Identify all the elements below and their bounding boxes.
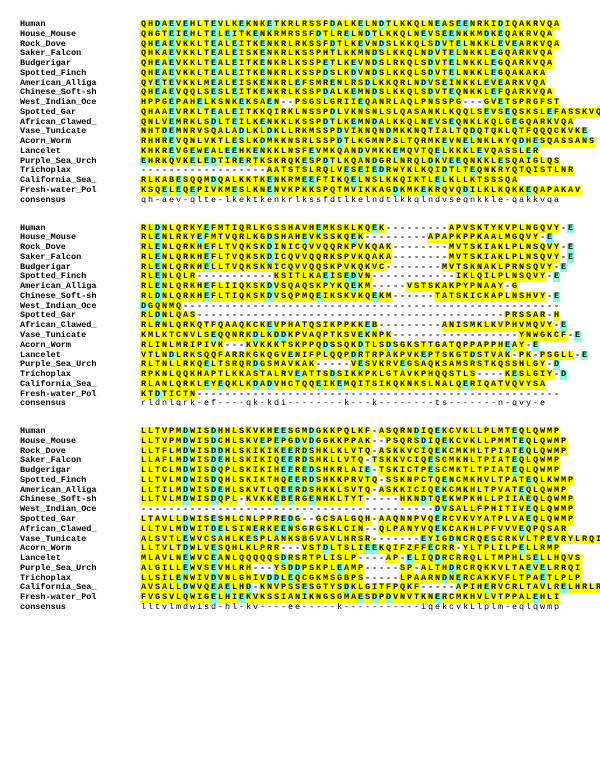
sequence-row: House_MouseQHGTEIEHLTELEITKENKRMRSSFDTLR… — [20, 30, 580, 40]
sequence-row: West_Indian_OceHPPGEPAHELKSNKEKSAEN--PSG… — [20, 98, 580, 108]
sequence-row: Vase_TunicateKMLKTCNVLSEQQNRKDLKDDKPVAQP… — [20, 331, 580, 341]
sequence: RLTNLLRKQELTSRQRDGSMAVKAK-----VESVKRVEGS… — [140, 360, 560, 370]
sequence-row: Fresh-water_PolKTDTICTN-----------------… — [20, 390, 580, 400]
sequence-row: Acorn_WormRHHREVQNLVKTLESLKDMKKNSRLSSPDT… — [20, 137, 580, 147]
sequence-row: Acorn_WormRLINLMRIPIVK---KVKKKTSKPPQDSSQ… — [20, 341, 580, 351]
sequence: qh-aev-qlte-lkektkenkrlkssfdtlkelndtlkkq… — [140, 196, 560, 206]
sequence: rldnlqrk-ef----qk-kdi--------k---k------… — [140, 399, 546, 409]
sequence-row: California_Sea_RLANLQRKLEYEQKLKDADVHCTQQ… — [20, 380, 580, 390]
consensus-row: consensusrldnlqrk-ef----qk-kdi--------k-… — [20, 399, 580, 409]
species-label: consensus — [20, 603, 140, 613]
sequence-row: Acorn_WormLLTVLTDWLVESQHLKLPRR---VSTDLTS… — [20, 544, 580, 554]
sequence-row: Chinese_Soft-shRLDNLQRKHEFLTIQKSKDVSQPMQ… — [20, 292, 580, 302]
species-label: consensus — [20, 399, 140, 409]
alignment-block: HumanLLTVPMDWISDHHLSKVKHEESGMDGKKPQLKF-A… — [20, 427, 580, 613]
sequence: DGQNMQ----------------------------------… — [140, 302, 560, 312]
sequence-row: Saker_FalconLLAFLMDWISDEHLSKIKIQEERDSHKL… — [20, 456, 580, 466]
sequence-row: Chinese_Soft-shLLTVLMDWISDQPL-KVKKEBERGE… — [20, 495, 580, 505]
species-label: consensus — [20, 196, 140, 206]
sequence: HPPGEPAHELKSNKEKSAEN--PSGSLGRIIEQANRLAQL… — [140, 98, 560, 108]
sequence: AVSALLDWVQEAELHD-KNVPSSESGTYSDKLGITFPQKF… — [140, 583, 600, 593]
sequence-row: Rock_DoveLLTFLMDWISDDHLSKIKIKEERDSHKLKLV… — [20, 447, 580, 457]
sequence: LLTCLMDWISDQPLSKIKIHEEREDSHKRLAIE-TSKICT… — [140, 466, 560, 476]
sequence-row: Spotted_GarQHAAEVRKLTEALEITKKQIRKLNSSPDL… — [20, 108, 580, 118]
sequence: EHRKQVKELEDTIRERTKSKRQKESPDTLKQANDGRLNRQ… — [140, 157, 560, 167]
sequence: LLAFLMDWISDEHLSKIKIQEERDSHKLLVTQ-TSKKVCI… — [140, 456, 560, 466]
sequence-row: House_MouseLLTVPMDWISDCHLSKVEPEPGDVDGGKK… — [20, 437, 580, 447]
sequence-row: Vase_TunicateNHTDEMNRVSQALADLKLDKLLRKMSS… — [20, 127, 580, 137]
sequence-row: American_AlligaRLENLQRKHEFLIIQKSKDVSQAQS… — [20, 282, 580, 292]
sequence-row: Spotted_GarRLDNLQAS---------------------… — [20, 311, 580, 321]
sequence-row: Spotted_FinchLLTVLMDWISDQHLSKIKTHQEERDSH… — [20, 476, 580, 486]
sequence: LLTVPMDWISDHHLSKVKHEESGMDGKKPQLKF-ASQRND… — [140, 427, 560, 437]
sequence-row: American_AlligaQYETEVKKLMEALEISKENKRLEFS… — [20, 79, 580, 89]
sequence: QHAAEVRKLTEALEITKKQIRKLNSSPDLVKNSNLSLQAS… — [140, 108, 600, 118]
sequence-row: Spotted_FinchQHEAEVKKLTEALEITKENKRLKSSPD… — [20, 69, 580, 79]
consensus-row: consensuslltvlmdwisd-hl-kv----ee-----k--… — [20, 603, 580, 613]
sequence-row: Rock_DoveRLENLQRKHEFLTVQKSKDINICQVVQQRKP… — [20, 243, 580, 253]
alignment-block: HumanQHDAEVEHLTEVLKEKNKETKRLRSSFDALKELND… — [20, 20, 580, 206]
sequence-row: Spotted_GarLTAVLLDWISESHLCNLPPREDG--GCSA… — [20, 515, 580, 525]
sequence-row: West_Indian_Oce-------------------------… — [20, 505, 580, 515]
sequence-row: TrichoplaxRPKNLQQKHAPTLKKASTALRVEATTSDSI… — [20, 370, 580, 380]
alignment-block: HumanRLDNLQRKYEFMTIQRLKGSSHAVHEMKSKLKQEK… — [20, 224, 580, 410]
sequence-row: LanceletVTLNDLRKSQQFARRKGKQGVENIFPLQQPDR… — [20, 351, 580, 361]
sequence-row: TrichoplaxLLSILENWIVDVNLGHIVDDLEQCGKMSGB… — [20, 574, 580, 584]
sequence-row: LanceletKHKREVGEWEALEEHKENKKLNSFEVMKQAND… — [20, 147, 580, 157]
sequence-alignment: HumanQHDAEVEHLTEVLKEKNKETKRLRSSFDALKELND… — [20, 20, 580, 613]
sequence-row: Saker_FalconRLENLQRKHEFLTVQKSKDICQVVQQRK… — [20, 253, 580, 263]
sequence-row: HumanQHDAEVEHLTEVLKEKNKETKRLRSSFDALKELND… — [20, 20, 580, 30]
sequence: KTDTICTN--------------------------------… — [140, 390, 560, 400]
sequence-row: Vase_TunicateALSVTLEWVCSAHLKESPLANKSBGVA… — [20, 535, 580, 545]
sequence-row: Spotted_FinchRLENLQLR-----------KSITLKAE… — [20, 272, 580, 282]
sequence-row: African_Clawed_QNLVEMRKLSDLTEILKENKKLKSS… — [20, 118, 580, 128]
sequence-row: Purple_Sea_UrchALGILLEWVSEVHLRH---YSDDPS… — [20, 564, 580, 574]
sequence: lltvlmdwisd-hl-kv----ee-----k-----------… — [140, 603, 560, 613]
sequence-row: Chinese_Soft-shQHEAEVQQLSESLEITKENKRLKSS… — [20, 88, 580, 98]
sequence-row: Purple_Sea_UrchEHRKQVKELEDTIRERTKSKRQKES… — [20, 157, 580, 167]
sequence-row: House_MouseRLENLRKYEFMTVQRLKGDSHAHEVKSSK… — [20, 233, 580, 243]
sequence-row: African_Clawed_LLTVLMDWITDELSINERKEENSGR… — [20, 525, 580, 535]
sequence-row: LanceletMLAVLNEWVCEANLQQQQQSDRSRTPLISLP-… — [20, 554, 580, 564]
consensus-row: consensusqh-aev-qlte-lkektkenkrlkssfdtlk… — [20, 196, 580, 206]
sequence-row: Fresh-water_PolFVGSVLQWIGELHIEKVKSSIANIK… — [20, 593, 580, 603]
sequence: RLDNLQAS--------------------------------… — [140, 311, 560, 321]
sequence-row: HumanLLTVPMDWISDHHLSKVKHEESGMDGKKPQLKF-A… — [20, 427, 580, 437]
sequence-row: California_Sea_AVSALLDWVQEAELHD-KNVPSSES… — [20, 583, 580, 593]
sequence: RLDNLQRKHEFLTIQKSKDVSQPMQEIKSKVKQEKM----… — [140, 292, 560, 302]
sequence: RLENLQLR-----------KSITLKAEISEDVN-------… — [140, 272, 560, 282]
sequence-row: California_Sea_RLKABESQQMDQALKKTKENKRMEE… — [20, 176, 580, 186]
sequence: LLTVLTDWLVESQHLKLPRR---VSTDLTSLIEEKQIFZF… — [140, 544, 560, 554]
sequence-row: BudgerigarRLENLQRKHELLTVQKSKNICQVVQQSKPV… — [20, 263, 580, 273]
sequence-row: BudgerigarQHEAEVKKLTEALEITKENKRLKSSPETLK… — [20, 59, 580, 69]
sequence-row: West_Indian_OceDGQNMQ-------------------… — [20, 302, 580, 312]
sequence: QHEAEVKKLTEALEITKENKRLRKSSFDTLKEVNDSLKKQ… — [140, 40, 560, 50]
sequence-row: American_AlligaLLTILMDWISDEHLSKVTLQEERDS… — [20, 486, 580, 496]
sequence-row: Purple_Sea_UrchRLTNLLRKQELTSRQRDGSMAVKAK… — [20, 360, 580, 370]
sequence-row: BudgerigarLLTCLMDWISDQPLSKIKIHEEREDSHKRL… — [20, 466, 580, 476]
sequence: QHDAEVEHLTEVLKEKNKETKRLRSSFDALKELNDTLKKQ… — [140, 20, 560, 30]
sequence-row: HumanRLDNLQRKYEFMTIQRLKGSSHAVHEMKSKLKQEK… — [20, 224, 580, 234]
sequence-row: Trichoplax------------------AATSTSLRQLVE… — [20, 166, 580, 176]
sequence: ALSVTLEWVCSAHLKESPLANKSBGVAVLHRSR-------… — [140, 535, 600, 545]
sequence-row: Saker_FalconQHKAEVKKLTEALEISKENKRLKSSPHT… — [20, 49, 580, 59]
sequence-row: Fresh-water_PolKSQELEQEPIVKMESLKNENVKPKK… — [20, 186, 580, 196]
sequence-row: African_Clawed_RLRNLQRKQTFQAAQKCKEVPHATQ… — [20, 321, 580, 331]
sequence: FVGSVLQWIGELHIEKVKSSIANIKNGSGMAESDPDVNVT… — [140, 593, 560, 603]
sequence-row: Rock_DoveQHEAEVKKLTEALEITKENKRLRKSSFDTLK… — [20, 40, 580, 50]
